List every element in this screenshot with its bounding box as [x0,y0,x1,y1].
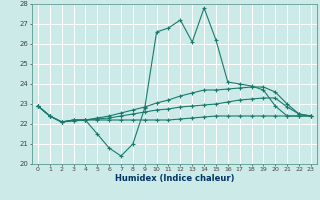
X-axis label: Humidex (Indice chaleur): Humidex (Indice chaleur) [115,174,234,183]
